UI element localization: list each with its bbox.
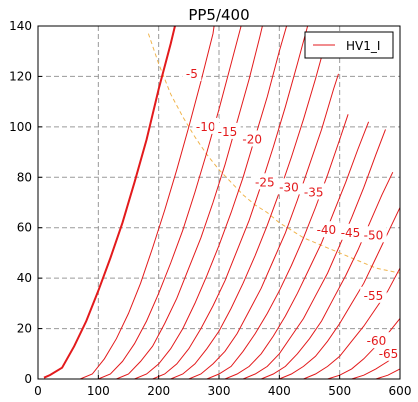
curve-label-bg: [337, 223, 364, 240]
y-tick-label: 100: [9, 120, 32, 134]
y-tick-label: 20: [17, 322, 32, 336]
curve-labels-group: -5 -10 -15 -20 -25 -30 -35 -40 -45 -50 -55 -60-65: [182, 64, 402, 361]
y-tick-label: 140: [9, 19, 32, 33]
legend: HV1_I: [304, 31, 394, 59]
curve-label-bg: [375, 344, 402, 361]
anode-curve: [80, 26, 215, 379]
curve-label-bg: [275, 178, 303, 195]
anode-curve: [188, 73, 339, 379]
curve-label-bg: [360, 226, 387, 243]
curve-label-bg: [313, 221, 340, 238]
curve-label: -15: [218, 125, 238, 139]
curve-label-bg: [251, 173, 279, 190]
y-tick-label: 120: [9, 69, 32, 83]
curve-label-bg: [300, 183, 327, 200]
curve-label-bg: [238, 130, 266, 147]
curve-label: -10: [196, 120, 216, 134]
x-tick-label: 400: [268, 384, 291, 398]
anode-curve: [152, 26, 309, 379]
axes-group: 0 100 200 300 400 500 600 0 20 40 60 80 100 120 140: [9, 19, 411, 398]
chart-title: PP5/400: [188, 6, 249, 24]
anode-curve: [116, 26, 263, 379]
x-tick-label: 0: [34, 384, 42, 398]
anode-curve: [224, 121, 370, 379]
grid: [38, 26, 400, 379]
anode-curve: [134, 26, 288, 379]
curve-label: -25: [255, 175, 275, 189]
y-tick-label: 80: [17, 170, 32, 184]
x-tick-label: 300: [208, 384, 231, 398]
y-tick-label: 0: [24, 372, 32, 386]
curve-label: -40: [317, 223, 337, 237]
curve-label-bg: [192, 117, 219, 134]
x-tick-label: 200: [147, 384, 170, 398]
curve-label: -60: [367, 334, 387, 348]
y-tick-label: 40: [17, 271, 32, 285]
curve-label: -35: [304, 185, 324, 199]
anode-curve: [43, 26, 176, 379]
anode-curves-group: [43, 26, 400, 379]
curve-label: -55: [364, 289, 384, 303]
legend-label: HV1_I: [346, 39, 380, 53]
curve-label: -30: [279, 180, 299, 194]
anode-curve: [242, 129, 386, 379]
anode-curve: [98, 26, 242, 379]
anode-curve: [279, 207, 400, 379]
curve-label: -45: [341, 226, 361, 240]
x-tick-label: 600: [389, 384, 412, 398]
curve-label-bg: [182, 64, 202, 81]
curve-label: -65: [379, 347, 399, 361]
x-tick-label: 100: [87, 384, 110, 398]
curve-label-bg: [214, 122, 241, 139]
x-tick-label: 500: [328, 384, 351, 398]
anode-curve: [375, 368, 400, 379]
curve-label: -20: [242, 132, 262, 146]
anode-curve: [261, 171, 394, 379]
curve-label-bg: [363, 332, 390, 349]
curve-label: -50: [364, 228, 384, 242]
curve-label: -5: [186, 67, 198, 81]
y-tick-label: 60: [17, 221, 32, 235]
anode-curve: [206, 114, 349, 379]
anode-curve: [170, 43, 326, 379]
curve-label-bg: [360, 286, 387, 303]
